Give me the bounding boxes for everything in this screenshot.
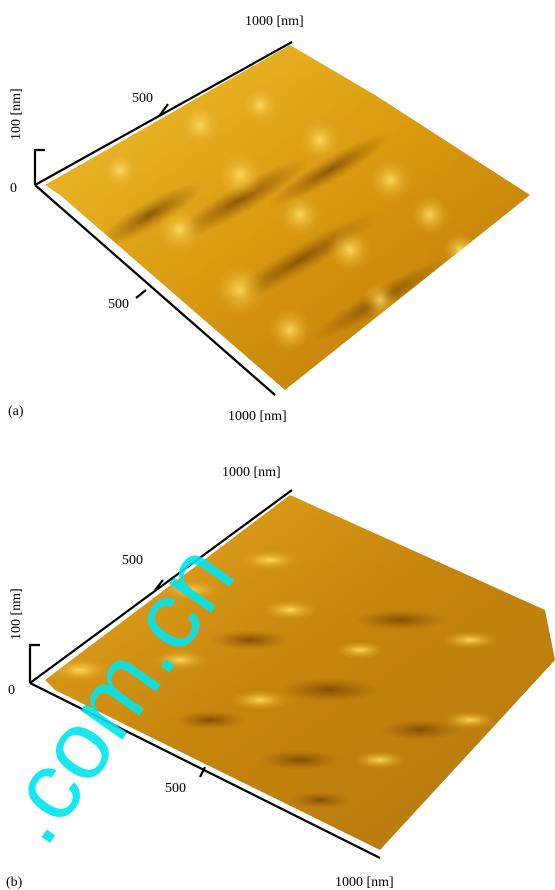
height-axis-label: 100 [nm] (9, 588, 24, 640)
front-axis-label: 1000 [nm] (335, 875, 394, 890)
panel-label: (b) (6, 875, 23, 890)
back-axis-label: 1000 [nm] (245, 14, 304, 29)
panel-label: (a) (8, 404, 24, 419)
height-axis-zero: 0 (10, 181, 17, 196)
back-axis-label: 1000 [nm] (222, 465, 281, 480)
height-axis-label: 100 [nm] (9, 88, 24, 140)
front-axis-tick: 500 (165, 781, 186, 796)
back-axis-tick: 500 (132, 91, 153, 106)
panel-a: 1000 [nm] 500 1000 [nm] 500 100 [nm] 0 (… (8, 14, 530, 424)
figure: 1000 [nm] 500 1000 [nm] 500 100 [nm] 0 (… (0, 0, 555, 890)
height-axis-zero: 0 (8, 683, 15, 698)
front-axis-label: 1000 [nm] (228, 409, 287, 424)
front-axis-tick: 500 (108, 297, 129, 312)
